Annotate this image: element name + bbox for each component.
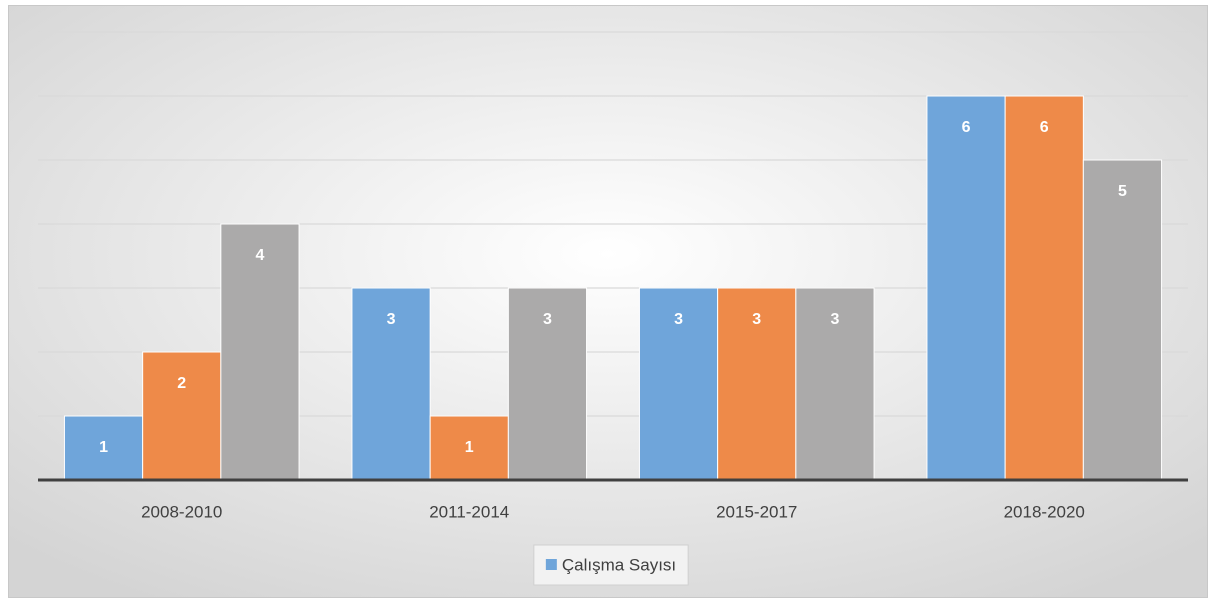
bar xyxy=(717,287,797,481)
bar xyxy=(1082,159,1163,481)
legend-swatch xyxy=(545,559,557,570)
bar xyxy=(142,351,222,481)
bar xyxy=(926,95,1006,481)
data-label: 2 xyxy=(177,375,186,392)
data-label: 3 xyxy=(752,311,761,328)
data-label: 3 xyxy=(674,311,683,328)
bar xyxy=(507,287,588,481)
data-label: 1 xyxy=(465,439,474,456)
bar xyxy=(220,223,300,481)
data-label: 5 xyxy=(1118,183,1127,200)
legend-box xyxy=(533,544,689,586)
data-label: 6 xyxy=(962,119,971,136)
bar xyxy=(63,415,144,481)
data-label: 6 xyxy=(1040,119,1049,136)
x-tick-label: 2015-2017 xyxy=(716,502,797,521)
x-tick-label: 2018-2020 xyxy=(1004,502,1085,521)
bar xyxy=(638,287,719,481)
bar xyxy=(351,287,431,481)
data-label: 3 xyxy=(387,311,396,328)
x-tick-label: 2008-2010 xyxy=(141,502,222,521)
data-label: 3 xyxy=(830,311,839,328)
data-label: 1 xyxy=(99,439,108,456)
legend: Çalışma Sayısı xyxy=(533,544,689,586)
legend-label: Çalışma Sayısı xyxy=(562,555,676,574)
data-label: 4 xyxy=(255,247,264,264)
x-tick-label: 2011-2014 xyxy=(429,502,509,521)
bar xyxy=(1004,95,1084,481)
data-label: 3 xyxy=(543,311,552,328)
